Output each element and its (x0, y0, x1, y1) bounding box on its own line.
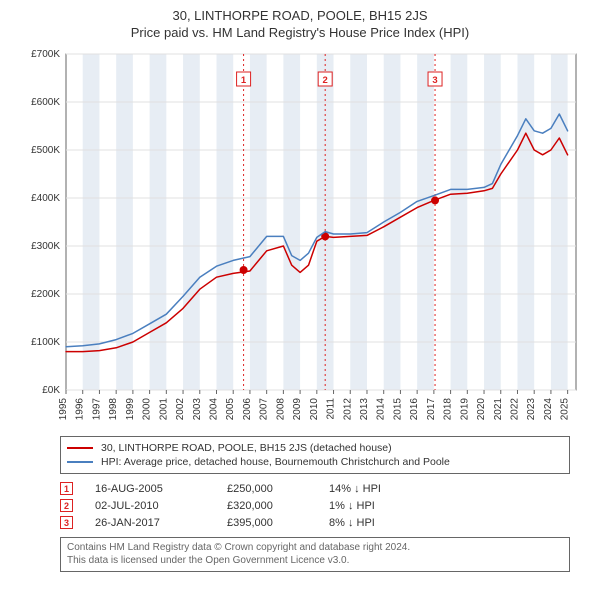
event-marker-icon: 1 (60, 482, 73, 495)
svg-text:2009: 2009 (292, 398, 303, 421)
svg-text:2019: 2019 (459, 398, 470, 421)
chart-title: 30, LINTHORPE ROAD, POOLE, BH15 2JS (10, 8, 590, 23)
svg-text:2023: 2023 (526, 398, 537, 421)
events-table: 1 16-AUG-2005 £250,000 14% ↓ HPI 2 02-JUL-201… (60, 480, 570, 531)
legend-item: 30, LINTHORPE ROAD, POOLE, BH15 2JS (det… (67, 441, 563, 455)
line-chart-svg: £0K £100K £200K £300K £400K £500K £600K £700K 19… (20, 48, 580, 428)
svg-text:1996: 1996 (75, 398, 86, 421)
svg-text:£700K: £700K (31, 49, 60, 60)
svg-text:£600K: £600K (31, 97, 60, 108)
svg-text:2: 2 (323, 75, 328, 86)
svg-text:2013: 2013 (359, 398, 370, 421)
event-row: 2 02-JUL-2010 £320,000 1% ↓ HPI (60, 497, 570, 514)
event-price: £250,000 (227, 483, 307, 495)
event-date: 16-AUG-2005 (95, 483, 205, 495)
svg-text:2016: 2016 (409, 398, 420, 421)
event-price: £395,000 (227, 517, 307, 529)
svg-text:£100K: £100K (31, 337, 60, 348)
svg-text:2022: 2022 (509, 398, 520, 421)
svg-text:2010: 2010 (309, 398, 320, 421)
svg-text:2006: 2006 (242, 398, 253, 421)
svg-text:2017: 2017 (426, 398, 437, 421)
event-diff: 8% ↓ HPI (329, 517, 429, 529)
event-marker-icon: 3 (60, 516, 73, 529)
svg-text:2020: 2020 (476, 398, 487, 421)
chart-area: £0K £100K £200K £300K £400K £500K £600K £700K 19… (20, 48, 580, 428)
legend-item: HPI: Average price, detached house, Bour… (67, 455, 563, 469)
event-diff: 14% ↓ HPI (329, 483, 429, 495)
event-diff: 1% ↓ HPI (329, 500, 429, 512)
footer-line-2: This data is licensed under the Open Gov… (67, 555, 563, 568)
svg-text:2000: 2000 (142, 398, 153, 421)
svg-text:1995: 1995 (58, 398, 69, 421)
svg-text:2011: 2011 (326, 398, 337, 420)
svg-text:1998: 1998 (108, 398, 119, 421)
event-row: 1 16-AUG-2005 £250,000 14% ↓ HPI (60, 480, 570, 497)
event-date: 26-JAN-2017 (95, 517, 205, 529)
svg-text:1999: 1999 (125, 398, 136, 421)
svg-text:2018: 2018 (443, 398, 454, 421)
svg-text:£300K: £300K (31, 241, 60, 252)
event-marker-icon: 2 (60, 499, 73, 512)
svg-text:2007: 2007 (259, 398, 270, 421)
svg-text:£200K: £200K (31, 289, 60, 300)
svg-text:2012: 2012 (342, 398, 353, 421)
svg-text:£0K: £0K (42, 385, 60, 396)
svg-text:2002: 2002 (175, 398, 186, 421)
chart-subtitle: Price paid vs. HM Land Registry's House … (10, 25, 590, 40)
svg-text:2005: 2005 (225, 398, 236, 421)
svg-text:3: 3 (432, 75, 437, 86)
svg-text:2001: 2001 (158, 398, 169, 421)
svg-text:2008: 2008 (275, 398, 286, 421)
event-price: £320,000 (227, 500, 307, 512)
svg-text:2003: 2003 (192, 398, 203, 421)
svg-text:2024: 2024 (543, 398, 554, 421)
svg-text:£400K: £400K (31, 193, 60, 204)
svg-text:2014: 2014 (376, 398, 387, 421)
svg-text:£500K: £500K (31, 145, 60, 156)
legend-label: HPI: Average price, detached house, Bour… (101, 456, 450, 468)
legend: 30, LINTHORPE ROAD, POOLE, BH15 2JS (det… (60, 436, 570, 474)
footer-disclaimer: Contains HM Land Registry data © Crown c… (60, 537, 570, 572)
event-row: 3 26-JAN-2017 £395,000 8% ↓ HPI (60, 514, 570, 531)
svg-text:2021: 2021 (493, 398, 504, 421)
legend-label: 30, LINTHORPE ROAD, POOLE, BH15 2JS (det… (101, 442, 392, 454)
legend-swatch (67, 447, 93, 449)
svg-text:2025: 2025 (560, 398, 571, 421)
svg-text:1997: 1997 (91, 398, 102, 421)
event-date: 02-JUL-2010 (95, 500, 205, 512)
footer-line-1: Contains HM Land Registry data © Crown c… (67, 542, 563, 555)
legend-swatch (67, 461, 93, 463)
svg-text:1: 1 (241, 75, 247, 86)
svg-text:2015: 2015 (392, 398, 403, 421)
svg-text:2004: 2004 (208, 398, 219, 421)
